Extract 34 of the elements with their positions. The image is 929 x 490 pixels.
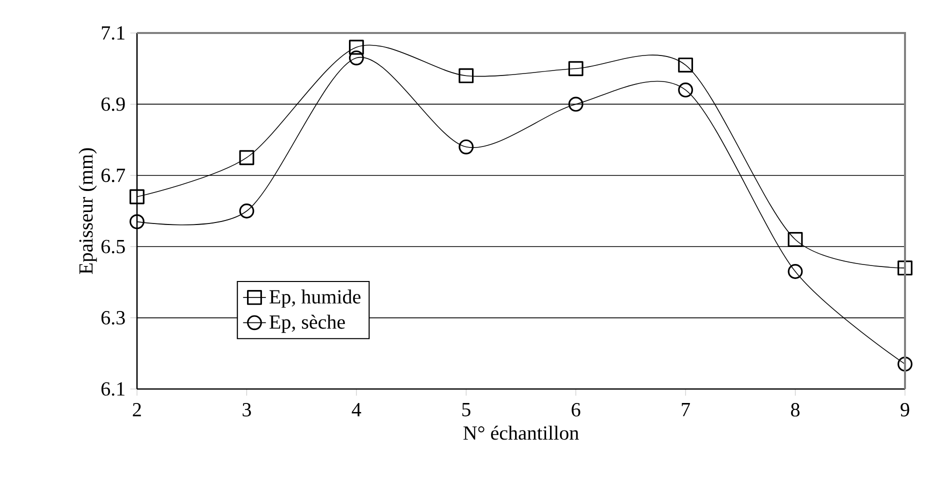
y-axis-title: Epaisseur (mm) — [78, 148, 97, 274]
y-tick-label: 6.9 — [101, 97, 125, 111]
y-tick-label: 6.7 — [101, 168, 126, 182]
y-tick-label: 6.1 — [101, 382, 124, 396]
x-tick-label: 4 — [352, 403, 362, 416]
point — [678, 58, 694, 73]
point — [898, 356, 912, 372]
y-tick-label: 6.5 — [101, 240, 125, 254]
point — [239, 150, 254, 166]
x-tick-label: 2 — [132, 403, 141, 416]
point — [458, 68, 474, 84]
x-tick-label: 9 — [900, 403, 910, 416]
point — [568, 61, 584, 76]
point — [568, 96, 584, 112]
point — [130, 214, 144, 230]
point — [678, 82, 694, 98]
point — [239, 204, 254, 218]
point — [130, 189, 144, 204]
y-tick-label: 6.3 — [101, 311, 125, 325]
point — [788, 264, 803, 279]
x-tick-label: 7 — [682, 403, 690, 416]
point — [348, 50, 364, 66]
x-tick-label: 8 — [791, 403, 800, 417]
x-tick-label: 6 — [572, 403, 580, 416]
point — [348, 40, 364, 55]
legend-label: Ep, humide — [270, 290, 360, 308]
point — [788, 232, 803, 247]
y-tick-label: 7.1 — [102, 26, 124, 40]
point — [898, 260, 912, 276]
point — [458, 139, 474, 154]
x-axis-title: N° échantillon — [463, 426, 579, 440]
x-tick-label: 5 — [462, 403, 470, 416]
legend-label: Ep, sèche — [270, 314, 345, 333]
x-tick-label: 3 — [242, 403, 251, 416]
